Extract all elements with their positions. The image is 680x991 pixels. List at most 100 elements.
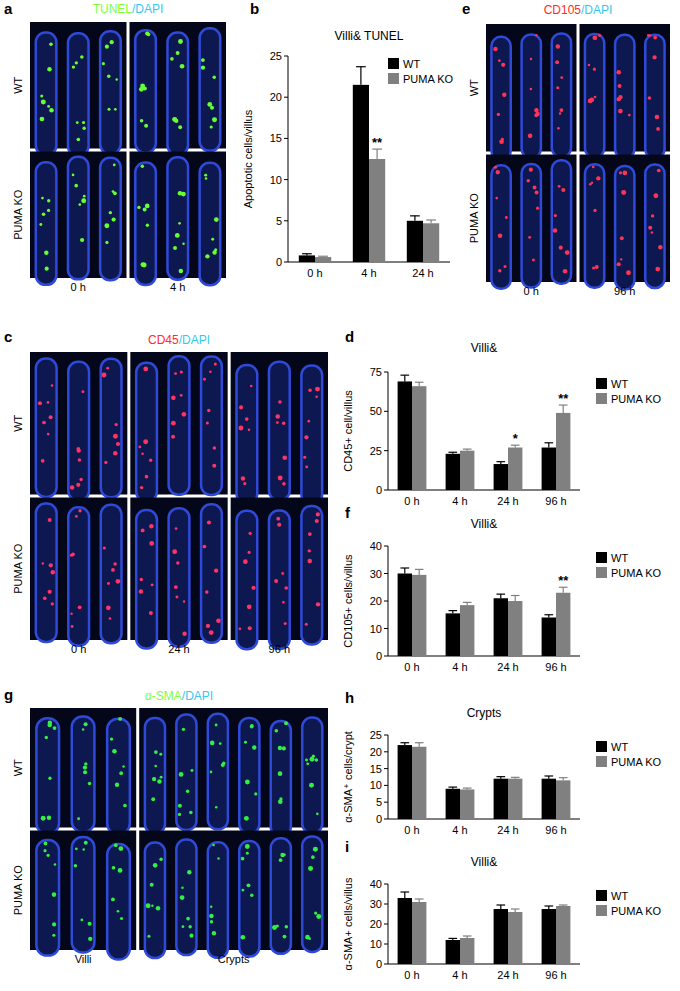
stain-speck — [648, 226, 652, 230]
title-part: CD105 — [544, 3, 582, 17]
stain-speck — [241, 889, 244, 892]
stain-speck — [83, 195, 86, 198]
stain-speck — [282, 455, 287, 460]
stain-speck — [109, 211, 112, 214]
error-bar — [400, 568, 409, 574]
stain-speck — [141, 528, 145, 532]
stain-speck — [47, 209, 50, 212]
stain-speck — [495, 197, 498, 200]
row-label: PUMA KO — [12, 543, 24, 594]
error-bar — [302, 254, 312, 256]
stain-speck — [71, 553, 75, 557]
villus-shape — [136, 363, 157, 502]
stain-speck — [277, 523, 281, 527]
stain-speck — [245, 844, 250, 849]
stain-speck — [115, 78, 117, 80]
y-tick-label: 0 — [376, 650, 382, 662]
stain-speck — [44, 251, 48, 255]
y-tick-label: 20 — [370, 595, 382, 607]
legend-label: PUMA KO — [611, 756, 662, 768]
villus-shape — [201, 357, 222, 496]
x-tick-label: 24 h — [497, 661, 518, 673]
stain-speck — [254, 792, 257, 795]
stain-speck — [274, 579, 278, 583]
stain-speck — [143, 207, 147, 211]
stain-speck — [82, 126, 85, 129]
error-bar — [544, 776, 553, 779]
stain-speck — [150, 883, 154, 887]
stain-speck — [278, 400, 282, 404]
stain-speck — [203, 545, 207, 549]
x-tick-label: 0 h — [307, 267, 322, 279]
error-bar — [544, 615, 553, 618]
legend-label: WT — [403, 58, 420, 70]
y-tick-label: 10 — [270, 174, 282, 186]
villus-shape — [68, 507, 89, 646]
title-part: /DAPI — [179, 333, 210, 347]
stain-speck — [76, 483, 80, 487]
stain-speck — [284, 622, 287, 625]
stain-speck — [49, 415, 53, 419]
stain-speck — [305, 759, 308, 762]
villus-shape — [269, 510, 290, 648]
stain-speck — [281, 572, 284, 575]
stain-speck — [49, 563, 53, 567]
stain-speck — [116, 579, 121, 584]
stain-speck — [241, 476, 245, 480]
stain-speck — [248, 428, 250, 430]
stain-speck — [147, 935, 150, 938]
stain-speck — [107, 108, 110, 111]
bar — [494, 909, 508, 964]
stain-speck — [210, 125, 213, 128]
stain-speck — [47, 854, 50, 857]
stain-speck — [280, 853, 285, 858]
y-tick-label: 40 — [370, 540, 382, 552]
villus-shape — [176, 715, 196, 831]
legend-swatch — [388, 73, 399, 84]
bar — [556, 593, 570, 656]
stain-speck — [117, 910, 120, 913]
stain-speck — [159, 857, 162, 860]
villus-shape — [68, 157, 89, 279]
stain-speck — [47, 199, 50, 202]
stain-speck — [241, 857, 245, 861]
stain-speck — [311, 855, 315, 859]
bar-chart: iVilli&α-SMA+ cells/villus0102030400 h4 … — [342, 838, 662, 981]
stain-speck — [139, 589, 143, 593]
error-bar — [415, 382, 424, 386]
bar — [412, 386, 426, 490]
villus-shape — [302, 836, 322, 952]
villus-shape — [36, 33, 57, 156]
stain-speck — [592, 266, 595, 269]
legend-label: PUMA KO — [611, 905, 662, 917]
legend-label: WT — [611, 552, 628, 564]
stain-speck — [503, 265, 506, 268]
stain-speck — [176, 561, 179, 564]
stain-speck — [209, 914, 214, 919]
stain-speck — [80, 919, 83, 922]
stain-speck — [80, 238, 84, 242]
stain-speck — [186, 917, 190, 921]
bar — [494, 464, 508, 490]
y-tick — [384, 802, 388, 803]
stain-speck — [38, 401, 42, 405]
stain-speck — [535, 191, 539, 195]
villus-shape — [135, 162, 156, 285]
stain-speck — [308, 532, 312, 536]
villus-shape — [615, 35, 634, 159]
villus-shape — [135, 30, 156, 153]
stain-speck — [276, 421, 279, 424]
stain-speck — [84, 722, 88, 726]
bar — [369, 159, 385, 262]
stain-speck — [80, 55, 84, 59]
stain-speck — [222, 762, 225, 765]
error-bar — [559, 905, 568, 906]
stain-speck — [145, 204, 150, 209]
y-tick — [384, 628, 388, 629]
legend-swatch — [596, 741, 607, 752]
stain-speck — [617, 262, 621, 266]
bar — [407, 221, 423, 262]
stain-speck — [561, 188, 565, 192]
stain-speck — [178, 804, 182, 808]
stain-speck — [175, 233, 180, 238]
